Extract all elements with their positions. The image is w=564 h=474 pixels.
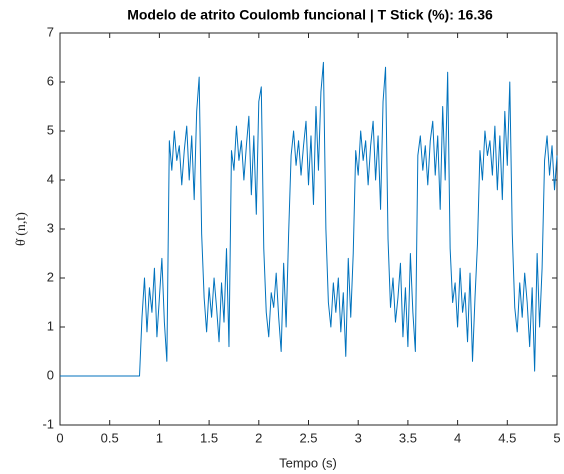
y-tick-label: 4 [47, 171, 54, 186]
x-tick-label: 0 [56, 430, 63, 445]
x-tick-label: 3 [355, 430, 362, 445]
x-tick-label: 3.5 [399, 430, 417, 445]
y-tick-label: -1 [42, 416, 54, 431]
y-tick-label: 0 [47, 367, 54, 382]
y-axis-label: θ̇ (n,t) [14, 212, 29, 246]
data-line [60, 61, 558, 377]
plot-frame [59, 32, 558, 426]
x-tick-label: 0.5 [101, 430, 119, 445]
chart-title: Modelo de atrito Coulomb funcional | T S… [127, 7, 493, 23]
x-tick-label: 4.5 [498, 430, 516, 445]
x-tick-label: 5 [553, 430, 560, 445]
y-tick-label: 1 [47, 318, 54, 333]
y-tick-label: 6 [47, 73, 54, 88]
x-tick-label: 4 [454, 430, 461, 445]
x-tick-label: 1 [156, 430, 163, 445]
y-tick-label: 7 [47, 24, 54, 39]
x-tick-label: 1.5 [200, 430, 218, 445]
x-axis-label: Tempo (s) [279, 455, 337, 470]
y-tick-label: 2 [47, 269, 54, 284]
y-tick-label: 5 [47, 122, 54, 137]
x-tick-label: 2 [255, 430, 262, 445]
x-tick-label: 2.5 [299, 430, 317, 445]
y-tick-label: 3 [47, 220, 54, 235]
